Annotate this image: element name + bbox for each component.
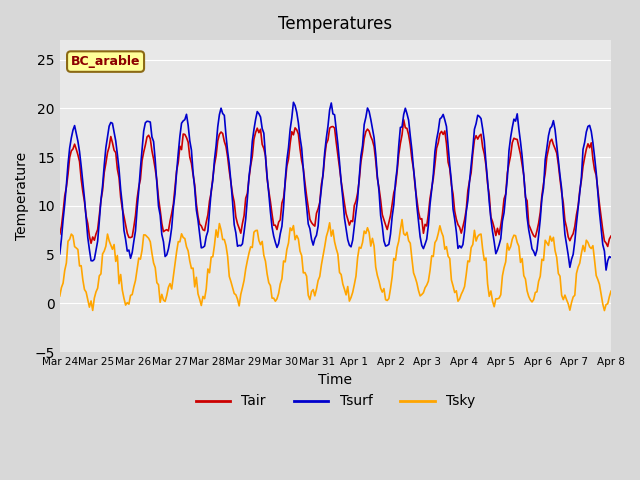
Y-axis label: Temperature: Temperature (15, 152, 29, 240)
Legend: Tair, Tsurf, Tsky: Tair, Tsurf, Tsky (190, 389, 481, 414)
X-axis label: Time: Time (318, 372, 353, 387)
Title: Temperatures: Temperatures (278, 15, 392, 33)
Text: BC_arable: BC_arable (71, 55, 140, 68)
